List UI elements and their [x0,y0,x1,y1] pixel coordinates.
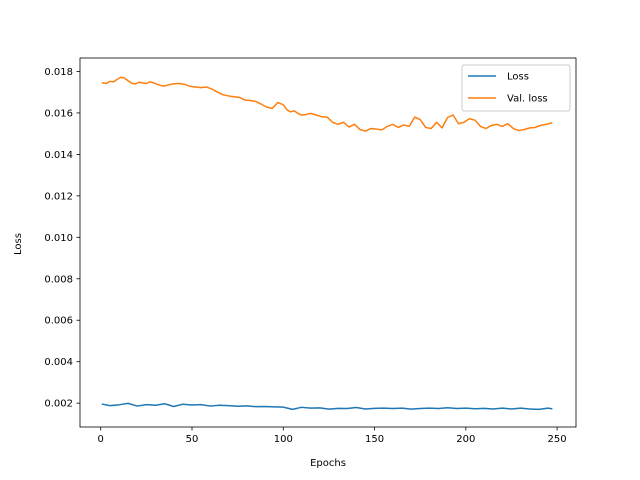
y-tick-label: 0.018 [44,67,73,78]
plot-area [79,57,577,428]
x-tick-label: 250 [548,434,567,445]
legend-label-loss: Loss [507,72,529,83]
y-axis-label: Loss [13,233,24,255]
plot-frame [79,57,577,428]
y-tick-label: 0.010 [44,233,73,244]
y-tick-label: 0.006 [44,316,73,327]
x-tick-label: 200 [456,434,475,445]
x-axis-label: Epochs [310,458,346,469]
x-tick-label: 0 [98,434,104,445]
y-axis-ticks: 0.002 0.004 0.006 0.008 0.010 0.012 0.014 0.016… [44,67,80,410]
legend: Loss Val. loss [461,64,571,112]
legend-label-val-loss: Val. loss [507,94,548,105]
y-tick-label: 0.012 [44,191,73,202]
series-line-loss [101,402,553,411]
y-tick-label: 0.004 [44,357,73,368]
series-layer [101,76,553,411]
x-tick-label: 100 [274,434,293,445]
series-line-val-loss [101,76,553,132]
y-tick-label: 0.008 [44,274,73,285]
y-tick-label: 0.016 [44,108,73,119]
x-axis-ticks: 0 50 100 150 200 250 [98,427,567,445]
x-tick-label: 50 [186,434,199,445]
y-tick-label: 0.014 [44,150,73,161]
x-tick-label: 150 [365,434,384,445]
y-tick-label: 0.002 [44,399,73,410]
